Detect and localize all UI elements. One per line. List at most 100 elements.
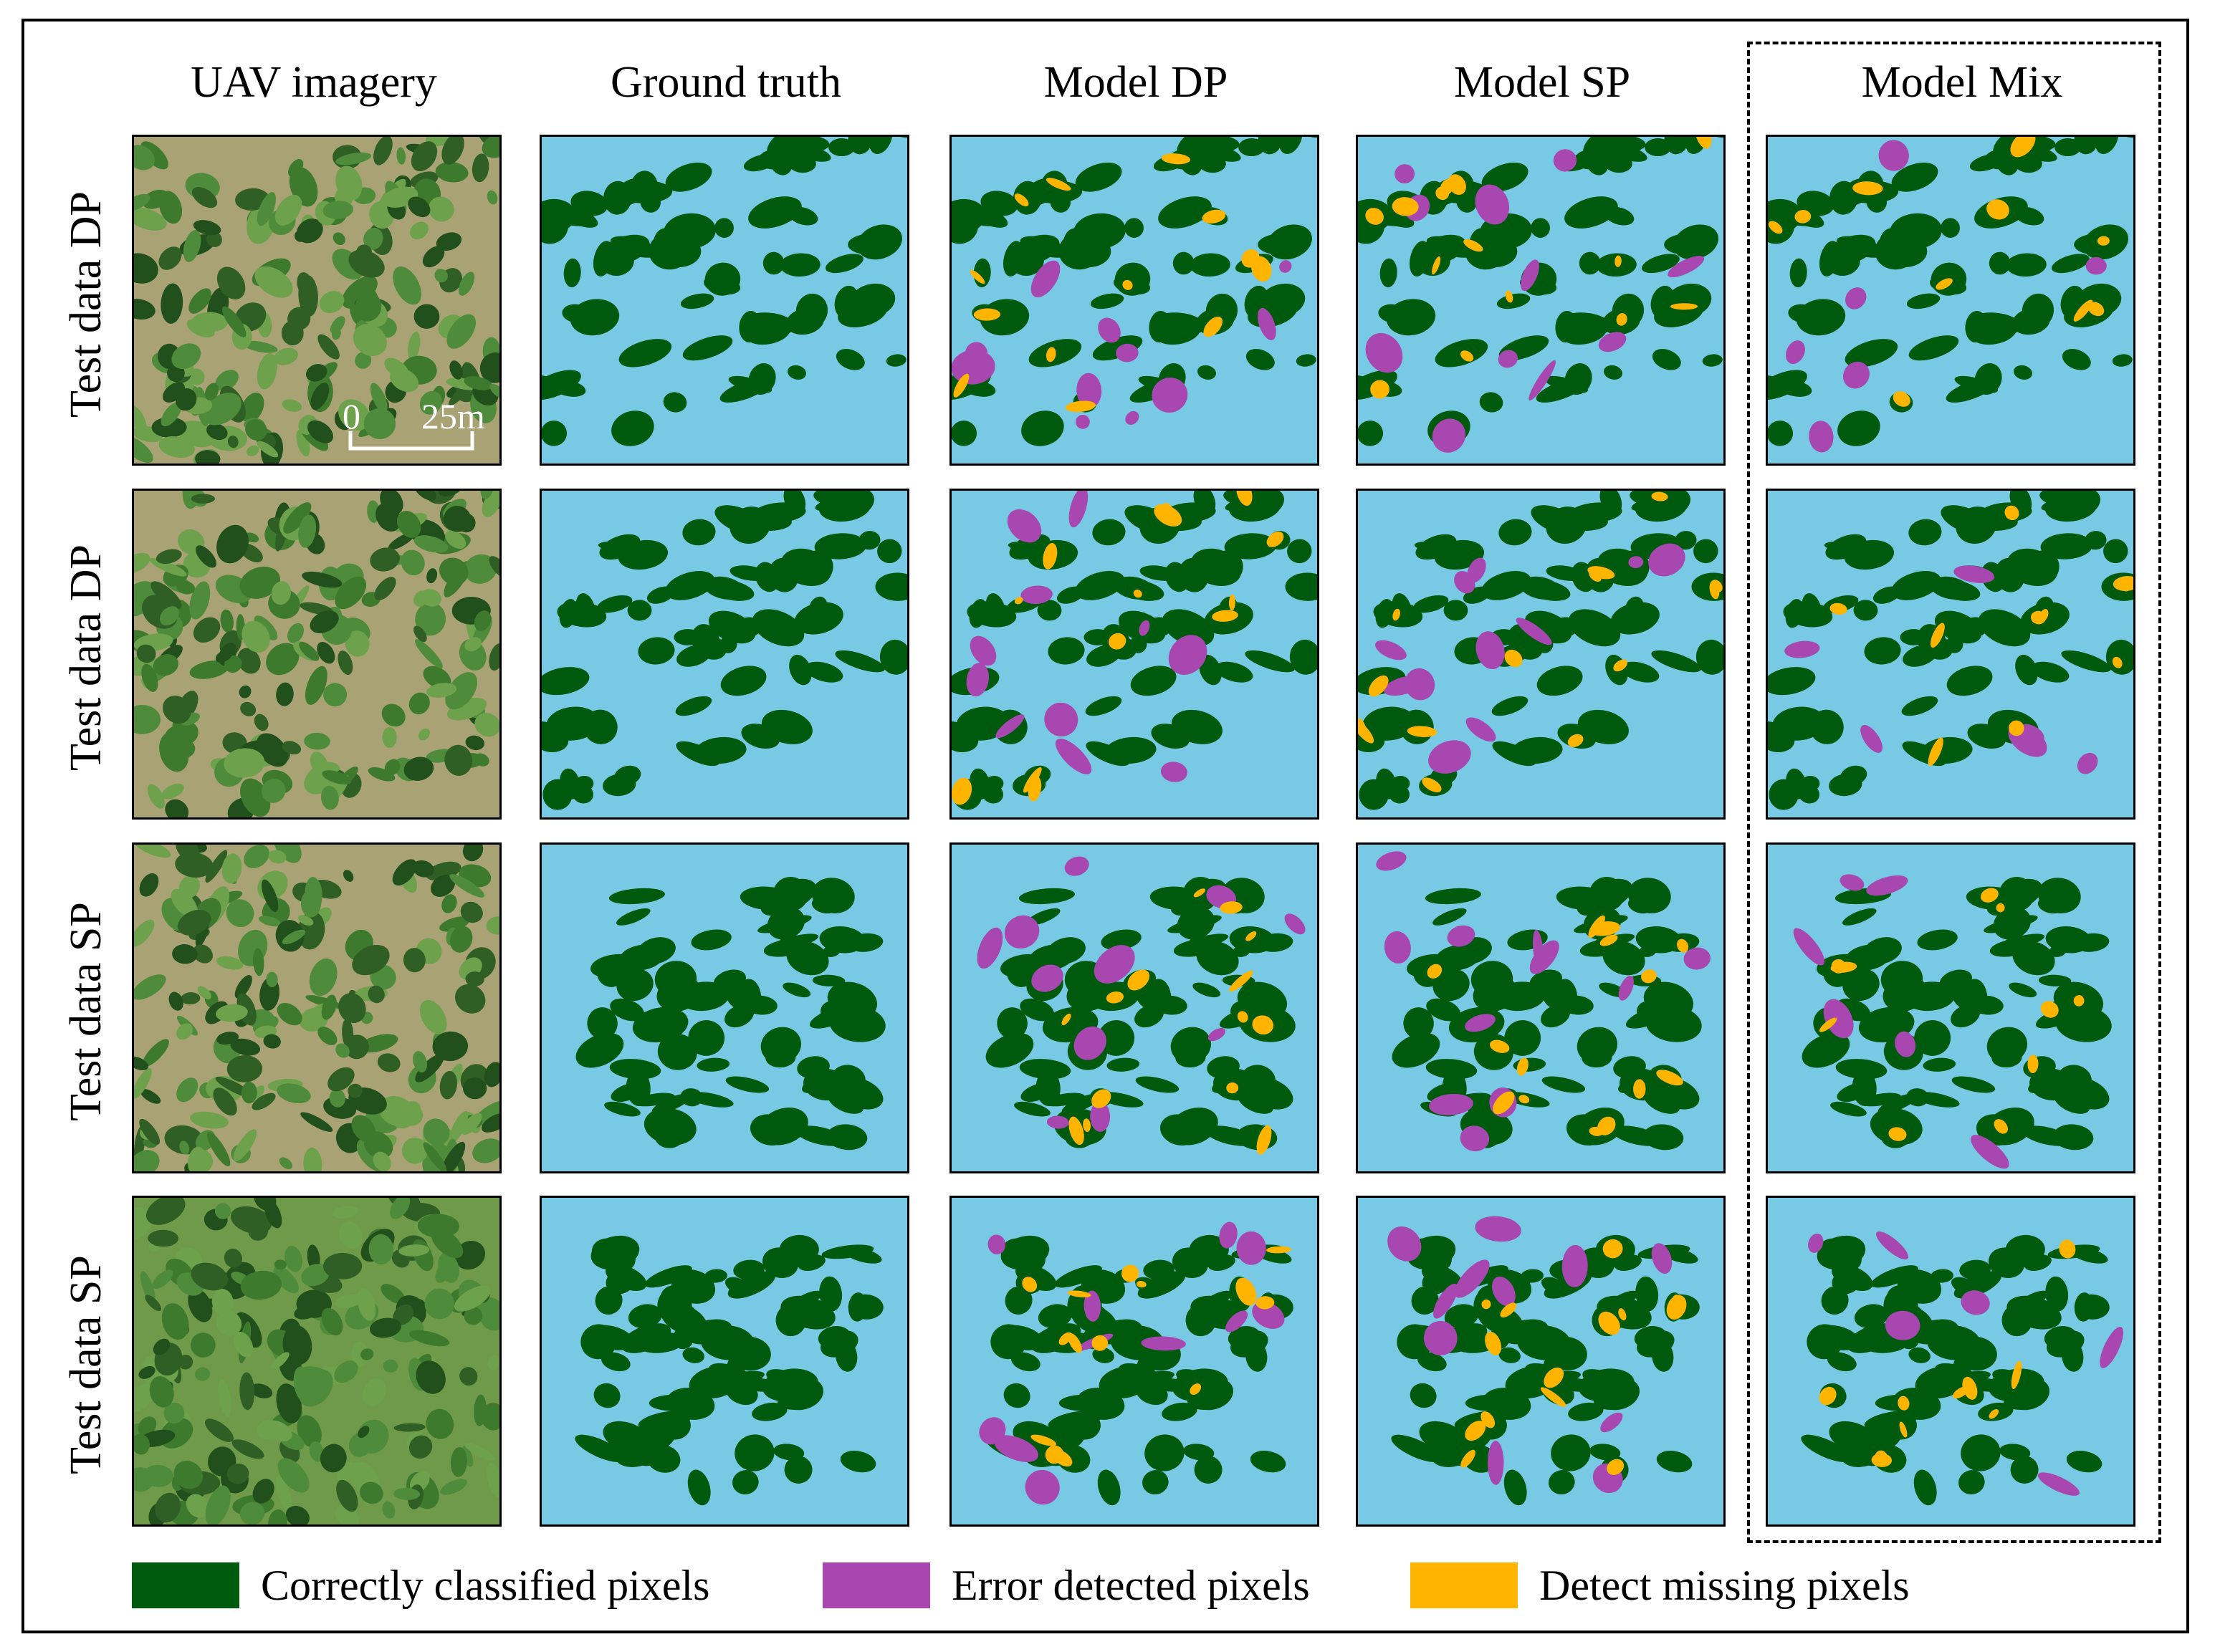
error-blob — [2100, 1327, 2124, 1368]
panel-model-mix-row-2 — [1766, 489, 2135, 820]
error-blob — [1793, 928, 1825, 966]
canopy-blob — [678, 981, 729, 1012]
canopy-blob — [1904, 981, 1956, 1012]
canopy-blob — [1840, 765, 1867, 786]
error-blob — [987, 1234, 1006, 1255]
error-blob — [2085, 256, 2107, 275]
canopy-blob — [1798, 784, 1819, 804]
error-blob — [1219, 1221, 1238, 1249]
vegetation-patch — [382, 1501, 396, 1519]
missing-blob — [1212, 610, 1238, 622]
canopy-blob — [1913, 1092, 1960, 1108]
canopy-blob — [2052, 1124, 2094, 1151]
vegetation-patch — [335, 1294, 363, 1309]
canopy-blob — [1967, 724, 2006, 749]
canopy-blob — [1240, 1065, 1276, 1095]
canopy-blob — [691, 929, 732, 951]
canopy-blob — [1635, 926, 1682, 954]
vegetation-patch — [375, 503, 401, 532]
canopy-blob — [1114, 576, 1155, 600]
vegetation-patch — [139, 873, 159, 897]
canopy-blob — [789, 654, 812, 686]
vegetation-patch — [333, 232, 345, 245]
vegetation-patch — [398, 1244, 430, 1257]
canopy-blob — [980, 191, 1018, 216]
panel-image — [1358, 137, 1723, 464]
vegetation-patch — [309, 958, 338, 996]
missing-blob — [1252, 1015, 1274, 1035]
vegetation-patch — [206, 423, 228, 441]
missing-blob — [1516, 1057, 1529, 1076]
vegetation-patch — [309, 1441, 325, 1462]
error-blob — [1651, 1243, 1673, 1274]
canopy-blob — [1862, 937, 1902, 964]
vegetation-patch — [257, 441, 279, 458]
missing-blob — [1489, 1039, 1510, 1053]
vegetation-patch — [254, 714, 269, 731]
vegetation-patch — [419, 999, 447, 1034]
canopy-blob — [1801, 1434, 1851, 1462]
canopy-blob — [1941, 218, 1960, 238]
error-blob — [995, 714, 1025, 739]
vegetation-patch — [282, 399, 302, 412]
missing-blob — [1068, 1332, 1082, 1353]
missing-blob — [1819, 1386, 1837, 1406]
vegetation-patch — [226, 1463, 249, 1484]
canopy-blob — [877, 539, 902, 564]
vegetation-patch — [142, 1039, 169, 1067]
canopy-blob — [2045, 926, 2092, 954]
canopy-blob — [1825, 534, 1867, 560]
vegetation-patch — [426, 1408, 454, 1439]
error-blob — [1429, 1093, 1473, 1115]
canopy-blob — [1652, 1340, 1674, 1372]
missing-blob — [1358, 720, 1374, 744]
vegetation-patch — [463, 1077, 487, 1100]
vegetation-patch — [464, 376, 493, 390]
vegetation-patch — [134, 1383, 156, 1414]
canopy-blob — [1456, 191, 1478, 213]
canopy-blob — [788, 155, 816, 173]
vegetation-patch — [163, 696, 191, 724]
canopy-blob — [828, 138, 855, 157]
vegetation-patch — [360, 1348, 374, 1360]
vegetation-patch — [321, 1307, 343, 1336]
canopy-blob — [1554, 979, 1578, 1015]
panel-model-mix-row-4 — [1766, 1196, 2135, 1527]
vegetation-patch — [461, 1113, 482, 1135]
vegetation-patch — [310, 751, 328, 776]
canopy-blob — [1210, 550, 1243, 584]
vegetation-patch — [317, 1027, 338, 1045]
missing-blob — [1505, 290, 1513, 303]
canopy-blob — [2055, 1005, 2112, 1042]
error-blob — [1076, 414, 1090, 429]
error-blob — [952, 350, 995, 385]
vegetation-patch — [216, 956, 244, 970]
vegetation-patch — [417, 1214, 460, 1239]
canopy-blob — [1531, 218, 1550, 238]
canopy-blob — [1415, 234, 1466, 266]
canopy-blob — [1589, 1444, 1621, 1461]
canopy-blob — [1941, 505, 1992, 536]
canopy-blob — [636, 937, 676, 964]
missing-blob — [1427, 964, 1443, 979]
vegetation-patch — [153, 654, 179, 676]
canopy-blob — [636, 1332, 684, 1353]
canopy-blob — [651, 1093, 692, 1115]
vegetation-patch — [348, 249, 385, 278]
canopy-blob — [1927, 1325, 1981, 1360]
vegetation-patch — [243, 340, 278, 353]
missing-blob — [1051, 1449, 1073, 1467]
missing-blob — [2011, 1360, 2022, 1389]
vegetation-patch — [277, 1083, 311, 1104]
vegetation-patch — [241, 620, 270, 653]
vegetation-patch — [202, 393, 241, 426]
vegetation-patch — [257, 192, 276, 226]
vegetation-patch — [368, 985, 385, 1004]
canopy-blob — [1842, 969, 1880, 1002]
canopy-blob — [1199, 654, 1222, 686]
vegetation-patch — [204, 1418, 234, 1442]
model-mix-highlight-box — [1747, 42, 2161, 1543]
canopy-blob — [1536, 666, 1583, 696]
canopy-blob — [1908, 519, 1942, 546]
vegetation-patch — [218, 1379, 232, 1417]
